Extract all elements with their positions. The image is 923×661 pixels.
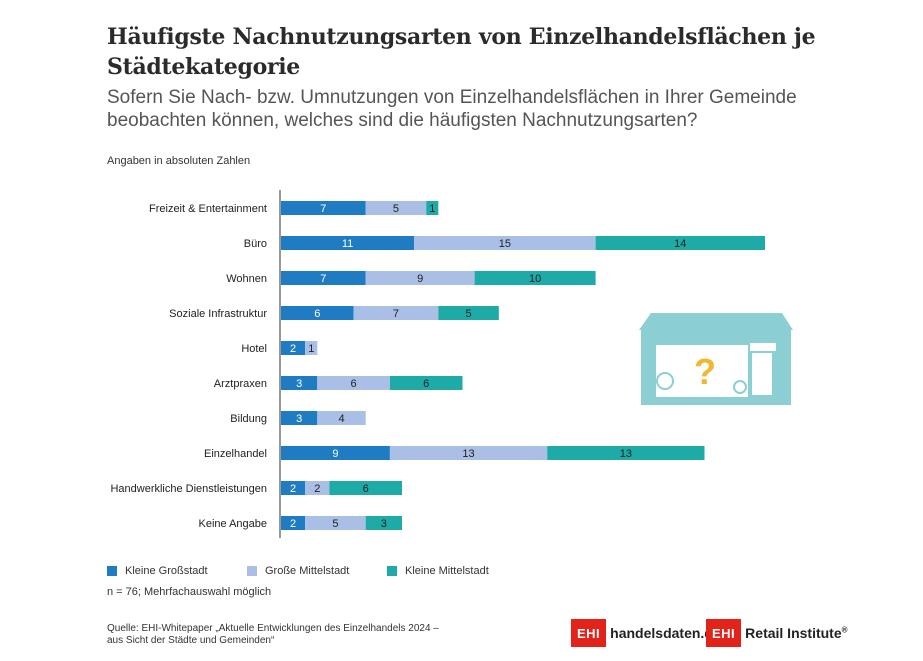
unit-note: Angaben in absoluten Zahlen	[107, 155, 251, 167]
bar-segment	[281, 236, 415, 250]
legend-item-kleine-grossstadt: Kleine Großstadt	[107, 565, 208, 577]
category-label: Soziale Infrastruktur	[169, 308, 267, 320]
bar-segment	[281, 481, 306, 495]
bar-segment	[317, 376, 390, 390]
data-label: 15	[499, 238, 511, 250]
source-note: Quelle: EHI-Whitepaper „Aktuelle Entwick…	[107, 623, 439, 646]
ehi-logo-box: EHI	[571, 619, 607, 647]
data-label: 5	[393, 203, 399, 215]
svg-text:?: ?	[694, 351, 716, 392]
bar-segment	[281, 376, 318, 390]
bar-segment	[389, 446, 548, 460]
data-label: 13	[462, 448, 474, 460]
bar-segment	[317, 411, 366, 425]
bar-segment	[281, 201, 366, 215]
data-label: 9	[417, 273, 423, 285]
legend-label: Große Mittelstadt	[265, 565, 350, 577]
data-label: 3	[296, 413, 302, 425]
category-label: Keine Angabe	[198, 518, 267, 530]
bar-segment	[474, 271, 596, 285]
category-label: Einzelhandel	[204, 448, 267, 460]
chart-area: Freizeit & Entertainment Büro Wohnen Sozial…	[110, 190, 793, 538]
legend-label: Kleine Mittelstadt	[405, 565, 489, 577]
bar-segment	[281, 271, 366, 285]
category-label: Freizeit & Entertainment	[149, 203, 267, 215]
bar-segment	[438, 306, 499, 320]
bar-segment	[414, 236, 596, 250]
bar-segment	[426, 201, 439, 215]
legend-swatch	[107, 566, 117, 576]
bar-segment	[329, 481, 402, 495]
data-label: 2	[290, 483, 296, 495]
legend-swatch	[247, 566, 257, 576]
legend-item-kleine-mittelstadt: Kleine Mittelstadt	[387, 565, 489, 577]
chart-title: Häufigste Nachnutzungsarten von Einzelha…	[107, 24, 816, 80]
data-label: 9	[332, 448, 338, 460]
retail-institute-name: Retail Institute	[745, 625, 842, 641]
bar-segment	[281, 341, 306, 355]
bar-segment	[281, 516, 306, 530]
data-label: 2	[290, 343, 296, 355]
bar-segment	[305, 481, 330, 495]
bar-segment	[595, 236, 765, 250]
bar-segment	[305, 341, 318, 355]
bar-segment	[389, 376, 463, 390]
category-label: Büro	[244, 238, 267, 250]
category-label: Handwerkliche Dienstleistungen	[110, 483, 267, 495]
bar-segment	[281, 446, 390, 460]
data-label: 5	[465, 308, 471, 320]
legend-swatch	[387, 566, 397, 576]
handelsdaten-logo[interactable]: EHI handelsdaten.de	[571, 619, 721, 647]
bar-segment	[281, 411, 318, 425]
data-label: 5	[332, 518, 338, 530]
data-label: 13	[620, 448, 632, 460]
category-label: Hotel	[241, 343, 267, 355]
data-label: 6	[314, 308, 320, 320]
bar-segment	[365, 201, 427, 215]
data-label: 1	[308, 343, 314, 355]
data-label: 6	[423, 378, 429, 390]
data-label: 6	[351, 378, 357, 390]
data-label: 1	[429, 203, 435, 215]
bar-segment	[547, 446, 705, 460]
category-label: Arztpraxen	[214, 378, 267, 390]
data-label: 7	[393, 308, 399, 320]
retail-institute-logo-text: Retail Institute®	[745, 625, 847, 641]
data-label: 2	[290, 518, 296, 530]
data-label: 14	[674, 238, 686, 250]
bar-segment	[365, 516, 402, 530]
sample-note: n = 76; Mehrfachauswahl möglich	[107, 586, 272, 598]
handelsdaten-logo-text: handelsdaten.de	[610, 625, 721, 641]
category-label: Wohnen	[226, 273, 267, 285]
store-with-question-mark-icon: ?	[639, 313, 793, 405]
data-label: 7	[320, 203, 326, 215]
bar-segment	[305, 516, 366, 530]
legend-item-grosse-mittelstadt: Große Mittelstadt	[247, 565, 349, 577]
retail-institute-logo[interactable]: EHI Retail Institute®	[706, 619, 848, 647]
data-label: 6	[363, 483, 369, 495]
bar-segment	[281, 306, 354, 320]
data-label: 4	[338, 413, 344, 425]
ehi-logo-box: EHI	[706, 619, 742, 647]
data-label: 7	[320, 273, 326, 285]
chart-subtitle: Sofern Sie Nach- bzw. Umnutzungen von Ei…	[107, 87, 797, 131]
bar-segment	[353, 306, 439, 320]
registered-mark: ®	[841, 625, 848, 635]
data-label: 3	[296, 378, 302, 390]
legend-label: Kleine Großstadt	[125, 565, 208, 577]
bar-segment	[365, 271, 475, 285]
data-label: 3	[381, 518, 387, 530]
category-label: Bildung	[230, 413, 267, 425]
data-label: 2	[314, 483, 320, 495]
data-label: 11	[342, 238, 353, 250]
data-label: 10	[529, 273, 541, 285]
